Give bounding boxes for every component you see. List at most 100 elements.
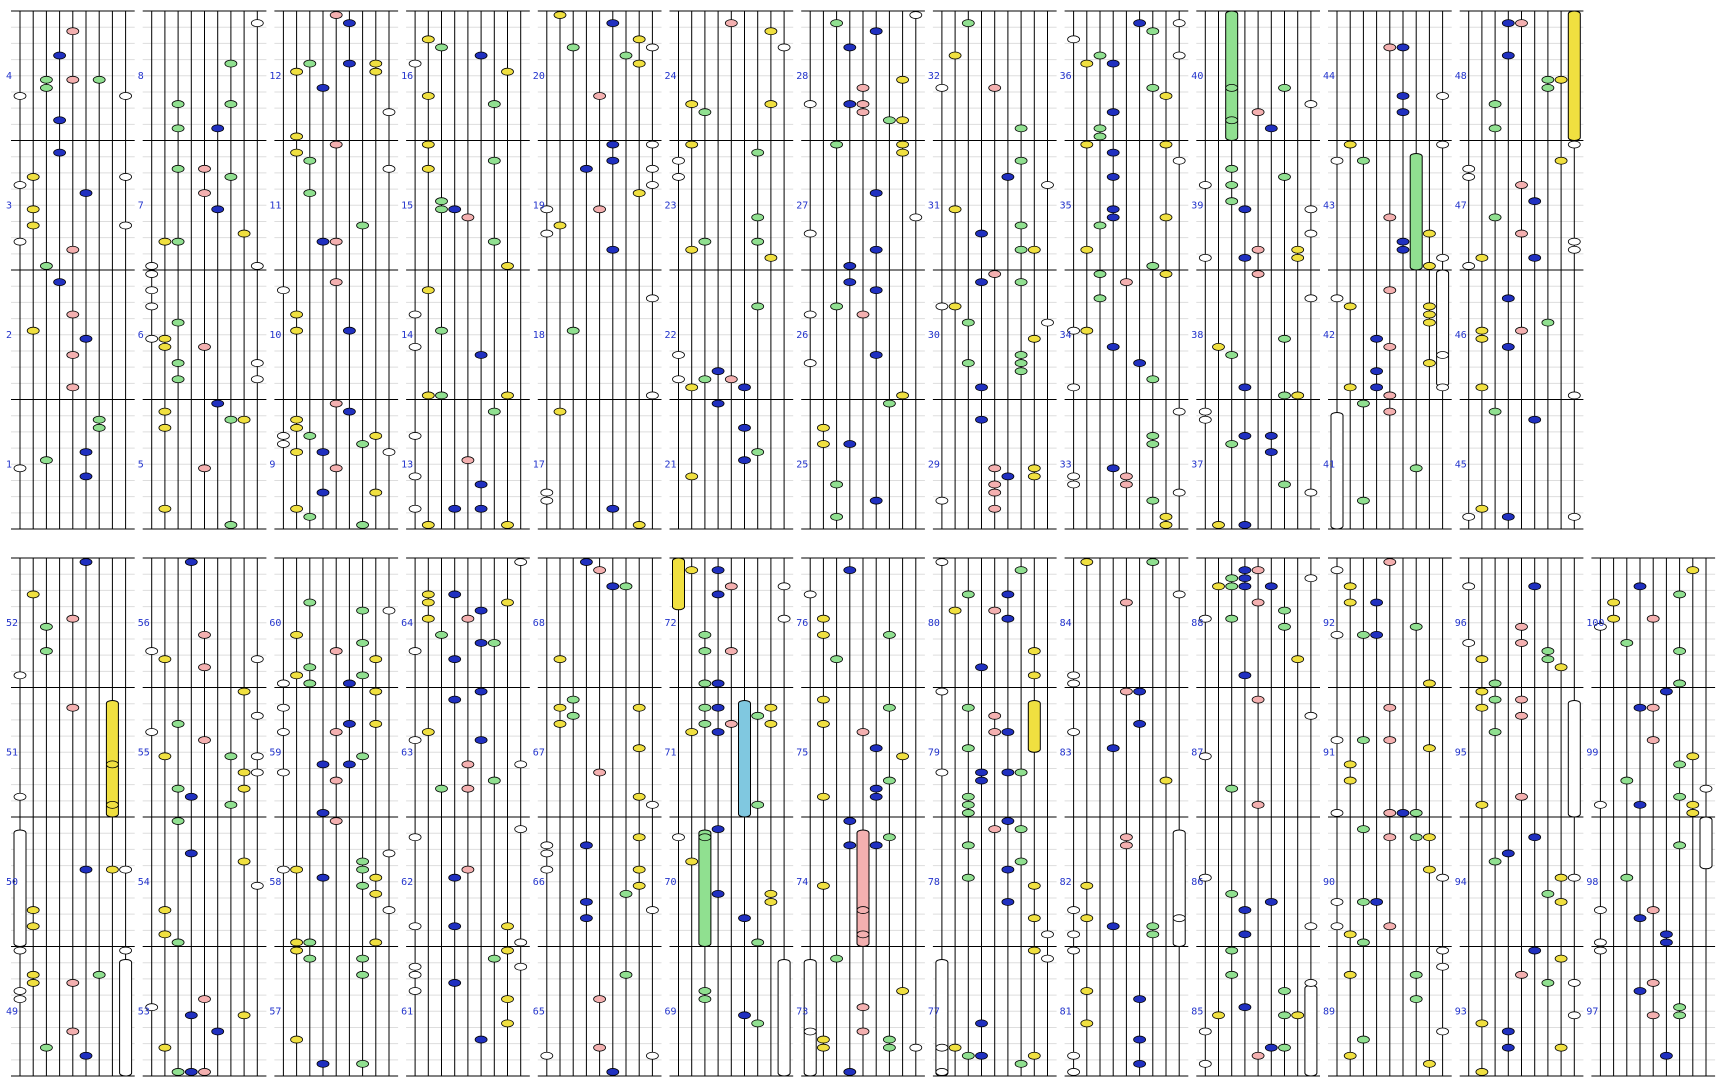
note [1146,930,1160,939]
measure: 86 [1191,817,1320,947]
note [66,1027,80,1036]
note [1106,922,1120,931]
note [1699,784,1713,793]
note [1106,205,1120,214]
note [817,720,830,728]
note [290,67,304,76]
measure: 85 [1191,946,1320,1077]
note [593,995,606,1004]
note [738,456,751,465]
note [1423,229,1436,238]
note [1001,898,1015,906]
note [1238,574,1252,583]
note [711,590,725,599]
note [1198,1059,1212,1068]
note [869,245,883,254]
note [79,448,93,457]
note [1146,496,1160,505]
note [1251,598,1265,607]
note [869,792,883,801]
measure-number: 86 [1191,877,1203,888]
note [1409,833,1423,842]
note [1554,1043,1568,1052]
note [1515,326,1528,335]
note [817,630,830,639]
note [711,399,725,408]
note [869,744,883,753]
note [316,760,330,769]
note [250,262,264,270]
note [1014,245,1028,254]
note [158,1043,172,1052]
note [856,1027,870,1036]
note [1067,1068,1080,1076]
note [276,440,290,448]
note [66,27,80,36]
note [1567,979,1581,987]
note [566,43,580,52]
note [303,598,317,607]
note [1014,156,1028,165]
note [13,237,27,246]
note [1225,197,1239,206]
note [184,1068,198,1076]
note [1027,946,1041,955]
note [909,213,923,222]
note [1198,253,1212,262]
note [1501,512,1515,521]
note [1278,606,1291,615]
measure: 15 [401,140,530,271]
measure: 12 [269,10,399,141]
long-note [1225,10,1239,141]
note [119,92,132,100]
note [408,987,422,995]
note [961,19,975,28]
measure-number: 99 [1586,747,1598,758]
note [1198,873,1212,882]
note [1436,92,1449,100]
measure: 76 [796,557,925,688]
note [1067,1051,1080,1060]
note [408,970,422,979]
note [961,841,975,850]
note [198,663,211,672]
note [1607,598,1620,607]
note [711,703,725,712]
note [1515,792,1528,801]
note [1120,598,1133,607]
note [764,720,778,728]
note [1383,558,1397,566]
note [672,173,685,181]
note [1014,566,1028,575]
measure-number: 46 [1455,330,1467,341]
note [1198,752,1212,761]
measure-number: 85 [1191,1006,1203,1017]
note [1225,784,1239,793]
note [316,873,330,882]
note [79,865,93,874]
note [553,11,567,19]
note [487,100,501,108]
note [1067,728,1080,736]
note [382,606,396,615]
measure: 39 [1191,140,1320,271]
note [1093,51,1107,60]
note [158,334,172,343]
note [1501,342,1515,351]
note [672,375,685,384]
note [1120,833,1133,842]
note [1396,43,1410,52]
note [1396,92,1410,100]
measure-number: 2 [6,330,12,341]
note [711,889,725,898]
note [817,440,830,448]
note [421,140,435,149]
note [26,970,40,979]
note [566,711,580,720]
note [1159,776,1173,785]
note [329,464,343,473]
note [843,1068,857,1076]
note [1027,881,1041,890]
note [250,711,264,720]
measure: 63 [401,687,530,818]
